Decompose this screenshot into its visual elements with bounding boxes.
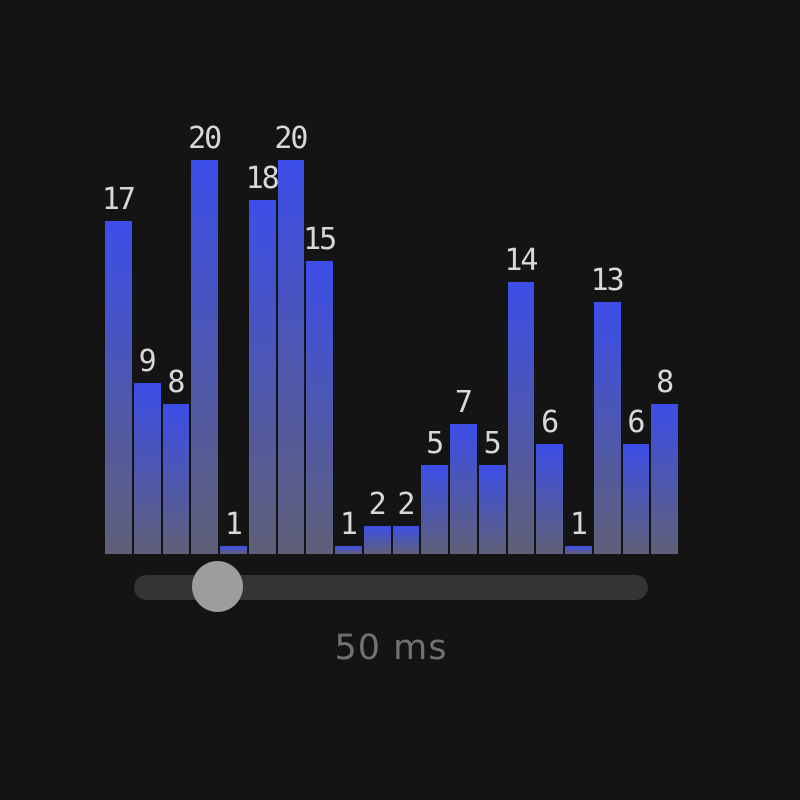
bar-value-label: 7 bbox=[454, 385, 473, 420]
bar bbox=[363, 526, 391, 554]
bar-value-label: 13 bbox=[590, 263, 625, 298]
bar-value-label: 14 bbox=[504, 243, 538, 278]
bar bbox=[507, 282, 535, 554]
bar bbox=[306, 261, 333, 554]
slider-handle[interactable] bbox=[192, 561, 243, 612]
bar bbox=[536, 444, 563, 554]
bar-value-label: 6 bbox=[541, 405, 559, 440]
bar bbox=[450, 424, 477, 554]
bar-value-label: 15 bbox=[303, 222, 337, 257]
bar-column: 1 bbox=[220, 510, 247, 554]
bar-value-label: 5 bbox=[483, 426, 502, 461]
bar bbox=[565, 546, 592, 554]
bar-column: 8 bbox=[162, 365, 190, 554]
bar-column: 5 bbox=[478, 426, 506, 554]
bar-column: 7 bbox=[450, 388, 477, 554]
bar-column: 20 bbox=[274, 121, 308, 554]
bar-column: 8 bbox=[651, 368, 678, 554]
bar-column: 1 bbox=[565, 510, 592, 554]
bar-value-label: 17 bbox=[101, 182, 136, 217]
bar-column: 14 bbox=[504, 243, 538, 554]
bar-value-label: 8 bbox=[167, 365, 185, 400]
bar-column: 20 bbox=[188, 121, 222, 554]
bar-column: 13 bbox=[590, 263, 625, 554]
bar-column: 9 bbox=[133, 344, 161, 554]
bar-value-label: 1 bbox=[339, 507, 358, 542]
bar-value-label: 1 bbox=[569, 507, 588, 542]
bar-column: 1 bbox=[335, 510, 362, 554]
bar-value-label: 2 bbox=[368, 487, 387, 522]
bar-value-label: 2 bbox=[397, 487, 415, 522]
bar-column: 5 bbox=[421, 429, 448, 554]
bar-column: 2 bbox=[363, 487, 391, 554]
bar-value-label: 1 bbox=[224, 507, 243, 542]
bar-column: 6 bbox=[622, 405, 650, 554]
bar bbox=[133, 383, 161, 554]
bar-column: 15 bbox=[303, 222, 337, 554]
bar bbox=[593, 302, 621, 554]
bar bbox=[191, 160, 218, 554]
bar-column: 2 bbox=[392, 487, 420, 554]
bar bbox=[162, 404, 190, 554]
slider-value-label: 50 ms bbox=[334, 628, 448, 668]
bar bbox=[622, 444, 650, 554]
bar bbox=[392, 526, 420, 554]
bar-value-label: 9 bbox=[138, 344, 157, 379]
bar-value-label: 6 bbox=[627, 405, 645, 440]
bar bbox=[651, 404, 678, 554]
bar bbox=[478, 465, 506, 554]
bar-column: 6 bbox=[536, 408, 563, 554]
bar bbox=[248, 200, 276, 554]
bar-column: 18 bbox=[245, 161, 280, 554]
bar-value-label: 5 bbox=[426, 426, 444, 461]
bar-value-label: 18 bbox=[245, 161, 280, 196]
bar bbox=[421, 465, 448, 554]
bar-value-label: 20 bbox=[274, 121, 308, 156]
bar bbox=[277, 160, 305, 554]
bar-value-label: 8 bbox=[656, 365, 674, 400]
bar-chart: 17 9 8 20 1 18 20 15 1 2 2 5 7 5 14 6 1 13 6 8 bbox=[101, 121, 678, 554]
bar bbox=[335, 546, 362, 554]
bar-column: 17 bbox=[101, 182, 136, 554]
bar-value-label: 20 bbox=[188, 121, 222, 156]
bar bbox=[105, 221, 132, 554]
bar bbox=[220, 546, 247, 554]
